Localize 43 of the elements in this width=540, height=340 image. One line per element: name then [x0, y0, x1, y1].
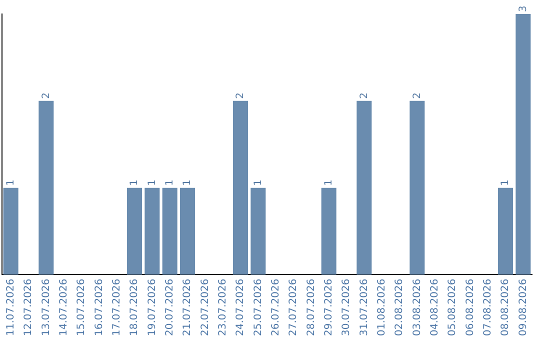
data-label: 1	[5, 179, 16, 186]
x-tick-label: 27.07.2026	[288, 278, 300, 336]
x-tick-label: 02.08.2026	[394, 278, 406, 336]
data-label: 1	[323, 179, 334, 186]
x-tick-label: 15.07.2026	[76, 278, 88, 336]
x-tick-label: 08.08.2026	[500, 278, 512, 336]
x-tick-label: 18.07.2026	[129, 278, 140, 336]
x-tick-label: 17.07.2026	[111, 278, 122, 336]
x-tick-label: 12.07.2026	[23, 278, 34, 336]
x-tick-label: 03.08.2026	[412, 278, 423, 336]
data-label: 2	[412, 92, 423, 99]
x-tick-label: 19.07.2026	[146, 278, 158, 336]
data-label: 1	[252, 179, 264, 186]
x-tick-label: 22.07.2026	[200, 278, 211, 336]
x-tick-label: 26.07.2026	[270, 278, 282, 336]
x-tick-label: 14.07.2026	[58, 278, 70, 336]
x-tick-label: 23.07.2026	[217, 278, 228, 336]
data-label: 3	[518, 6, 529, 12]
x-tick-label: 01.08.2026	[376, 278, 388, 336]
x-tick-label: 16.07.2026	[94, 278, 105, 336]
x-tick-label: 13.07.2026	[40, 278, 52, 336]
data-label: 1	[129, 179, 140, 186]
x-tick-label: 20.07.2026	[164, 278, 176, 336]
x-tick-label: 04.08.2026	[429, 278, 440, 336]
x-tick-label: 24.07.2026	[235, 278, 246, 336]
x-tick-label: 29.07.2026	[323, 278, 334, 336]
data-label: 2	[358, 92, 370, 99]
x-tick-label: 28.07.2026	[306, 278, 317, 336]
x-tick-label: 09.08.2026	[518, 278, 529, 336]
x-tick-label: 21.07.2026	[182, 278, 194, 336]
x-tick-label: 06.08.2026	[464, 278, 476, 336]
data-label: 1	[146, 179, 158, 186]
data-label: 1	[164, 179, 176, 186]
x-tick-label: 05.08.2026	[447, 278, 458, 336]
data-label: 2	[40, 92, 52, 99]
data-label: 2	[235, 92, 246, 99]
data-label: 1	[500, 179, 512, 186]
x-tick-label: 30.07.2026	[341, 278, 352, 336]
data-label: 1	[182, 179, 194, 186]
x-tick-label: 07.08.2026	[482, 278, 494, 336]
x-tick-label: 11.07.2026	[5, 278, 16, 336]
x-tick-label: 25.07.2026	[252, 278, 264, 336]
x-tick-label: 31.07.2026	[358, 278, 370, 336]
